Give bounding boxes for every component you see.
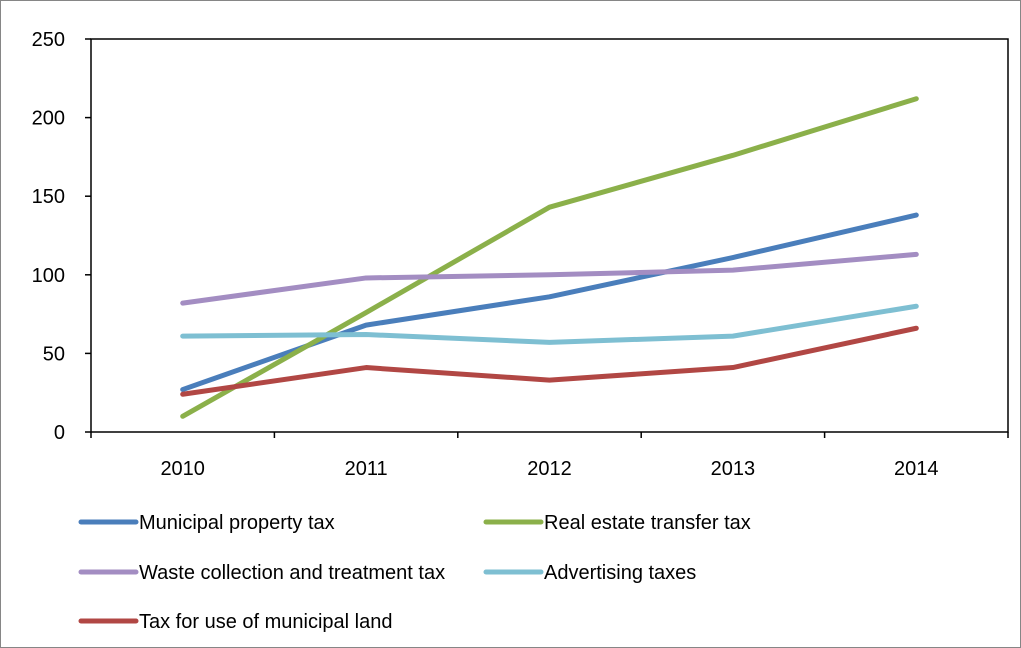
y-tick-label: 0 (54, 422, 65, 444)
y-axis: 0 50 100 150 200 250 (32, 29, 91, 444)
legend-label: Real estate transfer tax (544, 512, 751, 534)
x-tick-label: 2013 (711, 458, 756, 480)
legend-label: Tax for use of municipal land (139, 611, 392, 633)
y-tick-label: 150 (32, 186, 65, 208)
series-layer (180, 96, 919, 419)
y-tick-label: 250 (32, 29, 65, 51)
series-line (180, 325, 919, 397)
y-tick-label: 100 (32, 265, 65, 287)
x-axis: 2010 2011 2012 2013 2014 (90, 432, 1009, 480)
x-tick-label: 2014 (894, 458, 939, 480)
series-line (180, 96, 919, 419)
legend-label: Municipal property tax (139, 512, 335, 534)
x-tick-label: 2010 (160, 458, 205, 480)
y-tick-label: 50 (43, 343, 65, 365)
legend: Municipal property tax Real estate transf… (78, 512, 751, 633)
x-tick-label: 2011 (345, 458, 388, 480)
y-tick-label: 200 (32, 108, 65, 130)
series-line (180, 251, 919, 306)
legend-label: Waste collection and treatment tax (139, 562, 445, 584)
legend-label: Advertising taxes (544, 562, 696, 584)
series-line (180, 303, 919, 345)
x-tick-label: 2012 (527, 458, 572, 480)
